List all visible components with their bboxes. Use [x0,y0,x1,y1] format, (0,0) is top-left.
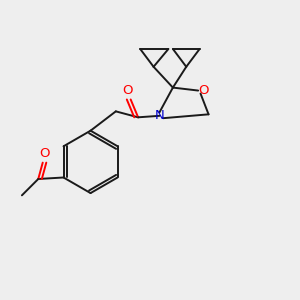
Text: O: O [199,84,209,97]
Text: N: N [154,109,164,122]
Text: O: O [39,147,50,160]
Text: O: O [122,84,133,97]
